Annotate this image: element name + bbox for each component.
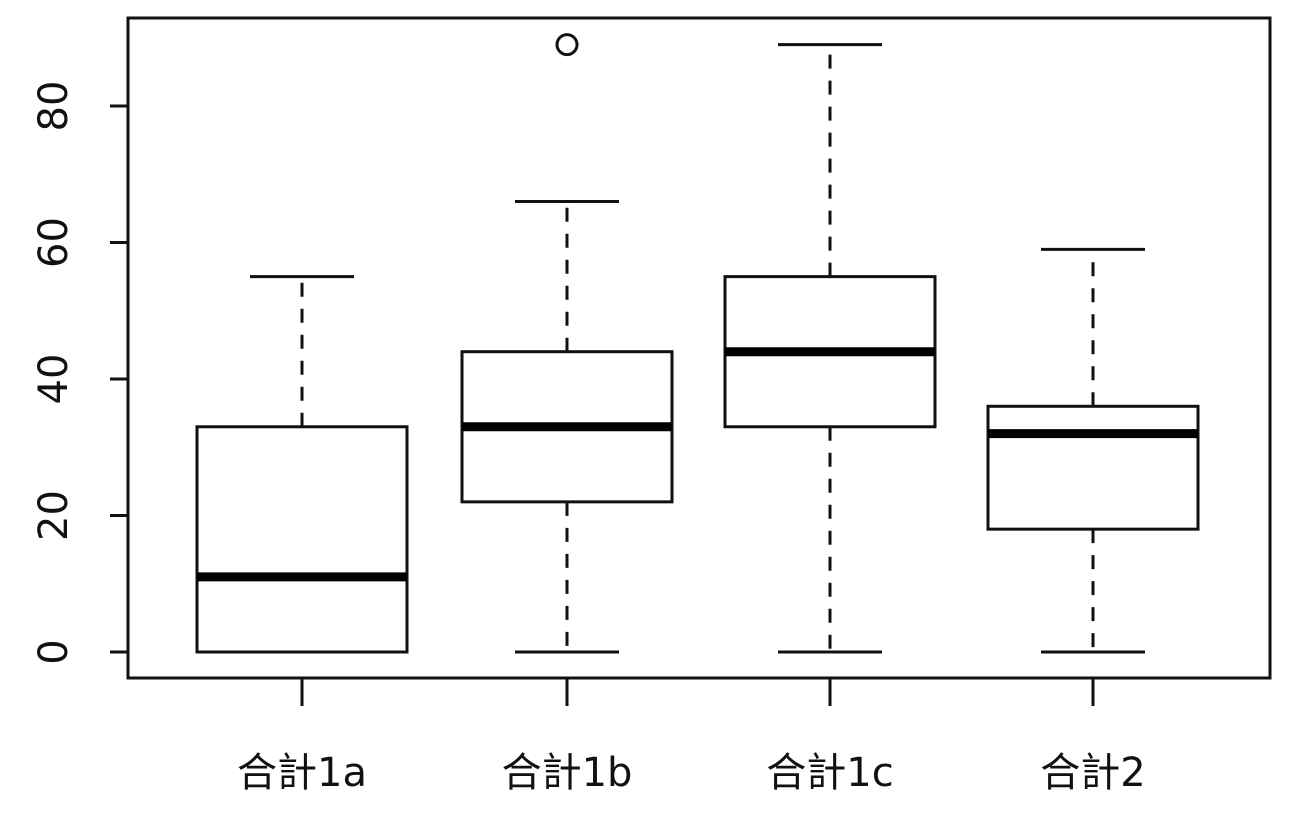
x-tick-label: 合計2: [1040, 750, 1145, 796]
iqr-box: [195, 425, 409, 654]
y-tick-label: 60: [31, 217, 77, 268]
iqr-box: [986, 404, 1200, 531]
y-axis: 0 20 40 60 80: [31, 81, 130, 665]
y-tick-label: 80: [31, 81, 77, 132]
boxes: [195, 33, 1200, 654]
x-tick-label: 合計1a: [237, 750, 367, 796]
box-2: [460, 33, 674, 654]
box-4: [986, 247, 1200, 654]
y-tick-label: 40: [31, 354, 77, 405]
y-tick-label: 0: [31, 639, 77, 664]
x-axis: 合計1a 合計1b 合計1c 合計2: [237, 678, 1146, 796]
x-tick-label: 合計1b: [502, 750, 633, 796]
box-3: [723, 43, 937, 654]
y-tick-label: 20: [31, 490, 77, 541]
outlier-point: [555, 33, 579, 57]
box-1: [195, 275, 409, 654]
x-tick-label: 合計1c: [766, 750, 893, 796]
